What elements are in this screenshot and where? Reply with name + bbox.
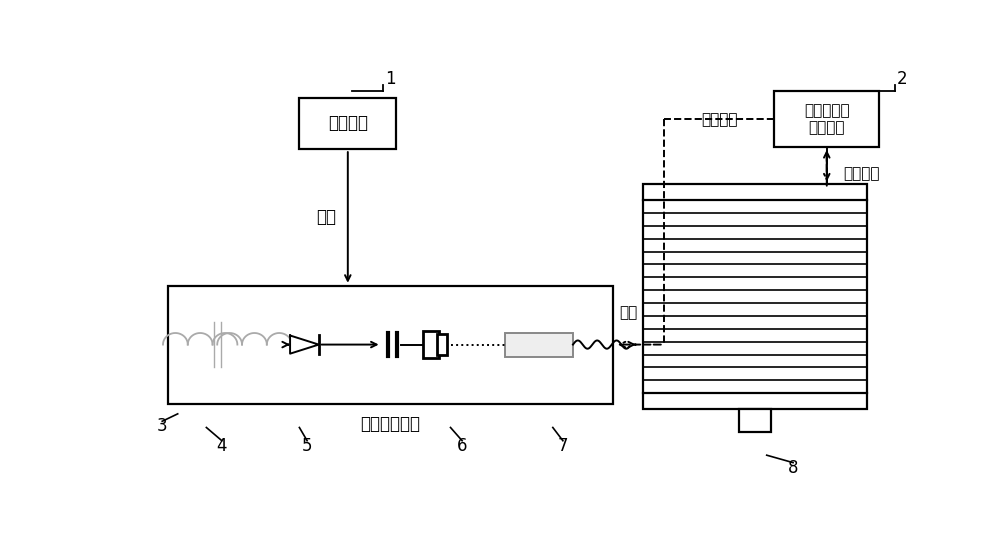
Text: 微波: 微波 (619, 305, 637, 320)
Text: 4: 4 (217, 437, 227, 455)
Bar (437, 334, 447, 355)
Text: 微波辅助装置: 微波辅助装置 (360, 415, 420, 433)
Polygon shape (290, 336, 319, 354)
Text: 6: 6 (457, 437, 467, 455)
Text: 电能: 电能 (316, 208, 336, 227)
Text: 燃料电池系
统控制器: 燃料电池系 统控制器 (804, 103, 850, 135)
Text: 1: 1 (385, 70, 396, 88)
Text: 控制信号: 控制信号 (701, 112, 737, 127)
Text: 5: 5 (302, 437, 312, 455)
Bar (505, 332, 573, 357)
Text: 车载电源: 车载电源 (328, 114, 368, 132)
Text: 3: 3 (157, 417, 168, 436)
Bar (423, 331, 439, 358)
Bar (299, 98, 396, 149)
Bar (168, 286, 613, 403)
Bar (739, 409, 771, 432)
Bar (643, 184, 867, 200)
Text: 2: 2 (897, 70, 908, 88)
Bar (643, 393, 867, 409)
Text: 7: 7 (558, 437, 568, 455)
Bar (774, 91, 879, 147)
Text: 8: 8 (788, 459, 798, 477)
Text: 信号采集: 信号采集 (843, 166, 880, 182)
